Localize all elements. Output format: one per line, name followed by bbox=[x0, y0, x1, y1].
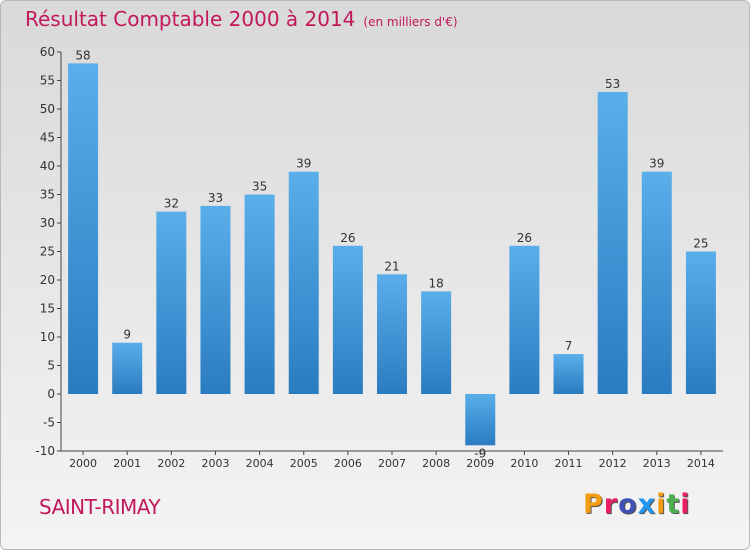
x-tick-label: 2007 bbox=[378, 457, 406, 470]
bar bbox=[288, 171, 319, 394]
bar bbox=[465, 394, 496, 446]
y-tick-label: 35 bbox=[40, 188, 55, 202]
data-label: 7 bbox=[565, 339, 573, 353]
y-tick-label: -5 bbox=[43, 416, 55, 430]
data-label: 32 bbox=[164, 197, 179, 211]
x-tick-label: 2010 bbox=[510, 457, 538, 470]
bar bbox=[244, 194, 275, 394]
bar bbox=[200, 205, 231, 394]
x-tick-label: 2005 bbox=[290, 457, 318, 470]
data-label: 18 bbox=[428, 276, 443, 290]
y-tick-label: 50 bbox=[40, 102, 55, 116]
x-tick-label: 2013 bbox=[643, 457, 671, 470]
bar bbox=[685, 251, 716, 394]
data-label: 53 bbox=[605, 77, 620, 91]
x-tick-label: 2001 bbox=[113, 457, 141, 470]
y-tick-label: 5 bbox=[47, 359, 55, 373]
logo-letter: t bbox=[666, 489, 681, 520]
logo-letter: r bbox=[603, 489, 619, 520]
x-tick-label: 2011 bbox=[555, 457, 583, 470]
bar bbox=[156, 211, 187, 394]
x-tick-label: 2006 bbox=[334, 457, 362, 470]
x-tick-label: 2014 bbox=[687, 457, 715, 470]
bar bbox=[421, 291, 452, 394]
x-tick-label: 2000 bbox=[69, 457, 97, 470]
data-label: -9 bbox=[474, 446, 486, 460]
x-tick-label: 2003 bbox=[201, 457, 229, 470]
bar bbox=[68, 63, 99, 395]
y-tick-label: 25 bbox=[40, 245, 55, 259]
chart-subtitle: (en milliers d'€) bbox=[363, 15, 458, 29]
x-tick-label: 2012 bbox=[599, 457, 627, 470]
x-tick-label: 2008 bbox=[422, 457, 450, 470]
logo-letter: x bbox=[637, 489, 657, 520]
y-tick-label: 55 bbox=[40, 74, 55, 88]
y-tick-label: 60 bbox=[40, 45, 55, 59]
bar bbox=[553, 354, 584, 394]
data-label: 35 bbox=[252, 180, 267, 194]
x-tick-label: 2002 bbox=[157, 457, 185, 470]
y-tick-label: 15 bbox=[40, 302, 55, 316]
bar bbox=[112, 342, 143, 394]
data-label: 25 bbox=[693, 237, 708, 251]
x-tick-label: 2004 bbox=[246, 457, 274, 470]
logo-letter: i bbox=[656, 489, 667, 520]
y-tick-label: -10 bbox=[35, 444, 55, 458]
data-label: 26 bbox=[340, 231, 355, 245]
proxiti-logo: Proxiti bbox=[583, 489, 691, 520]
y-tick-label: 45 bbox=[40, 131, 55, 145]
bar bbox=[509, 245, 540, 394]
data-label: 39 bbox=[296, 157, 311, 171]
logo-letter: P bbox=[583, 489, 604, 520]
x-tick-label: 2009 bbox=[466, 457, 494, 470]
logo-letter: o bbox=[618, 489, 638, 520]
bar bbox=[332, 245, 363, 394]
bar bbox=[597, 91, 628, 395]
bar bbox=[377, 274, 407, 394]
y-tick-label: 0 bbox=[47, 387, 55, 401]
chart-title-text: Résultat Comptable 2000 à 2014 bbox=[25, 7, 356, 31]
data-label: 33 bbox=[208, 191, 223, 205]
y-tick-label: 40 bbox=[40, 159, 55, 173]
logo-letter: i bbox=[680, 489, 691, 520]
y-tick-label: 10 bbox=[40, 330, 55, 344]
data-label: 26 bbox=[517, 231, 532, 245]
y-tick-label: 20 bbox=[40, 273, 55, 287]
data-label: 58 bbox=[75, 48, 90, 62]
place-name: SAINT-RIMAY bbox=[39, 495, 161, 519]
bar bbox=[641, 171, 672, 394]
data-label: 39 bbox=[649, 157, 664, 171]
data-label: 9 bbox=[123, 328, 131, 342]
chart-title: Résultat Comptable 2000 à 2014 (en millie… bbox=[25, 7, 458, 31]
y-tick-label: 30 bbox=[40, 216, 55, 230]
data-label: 21 bbox=[384, 259, 399, 273]
